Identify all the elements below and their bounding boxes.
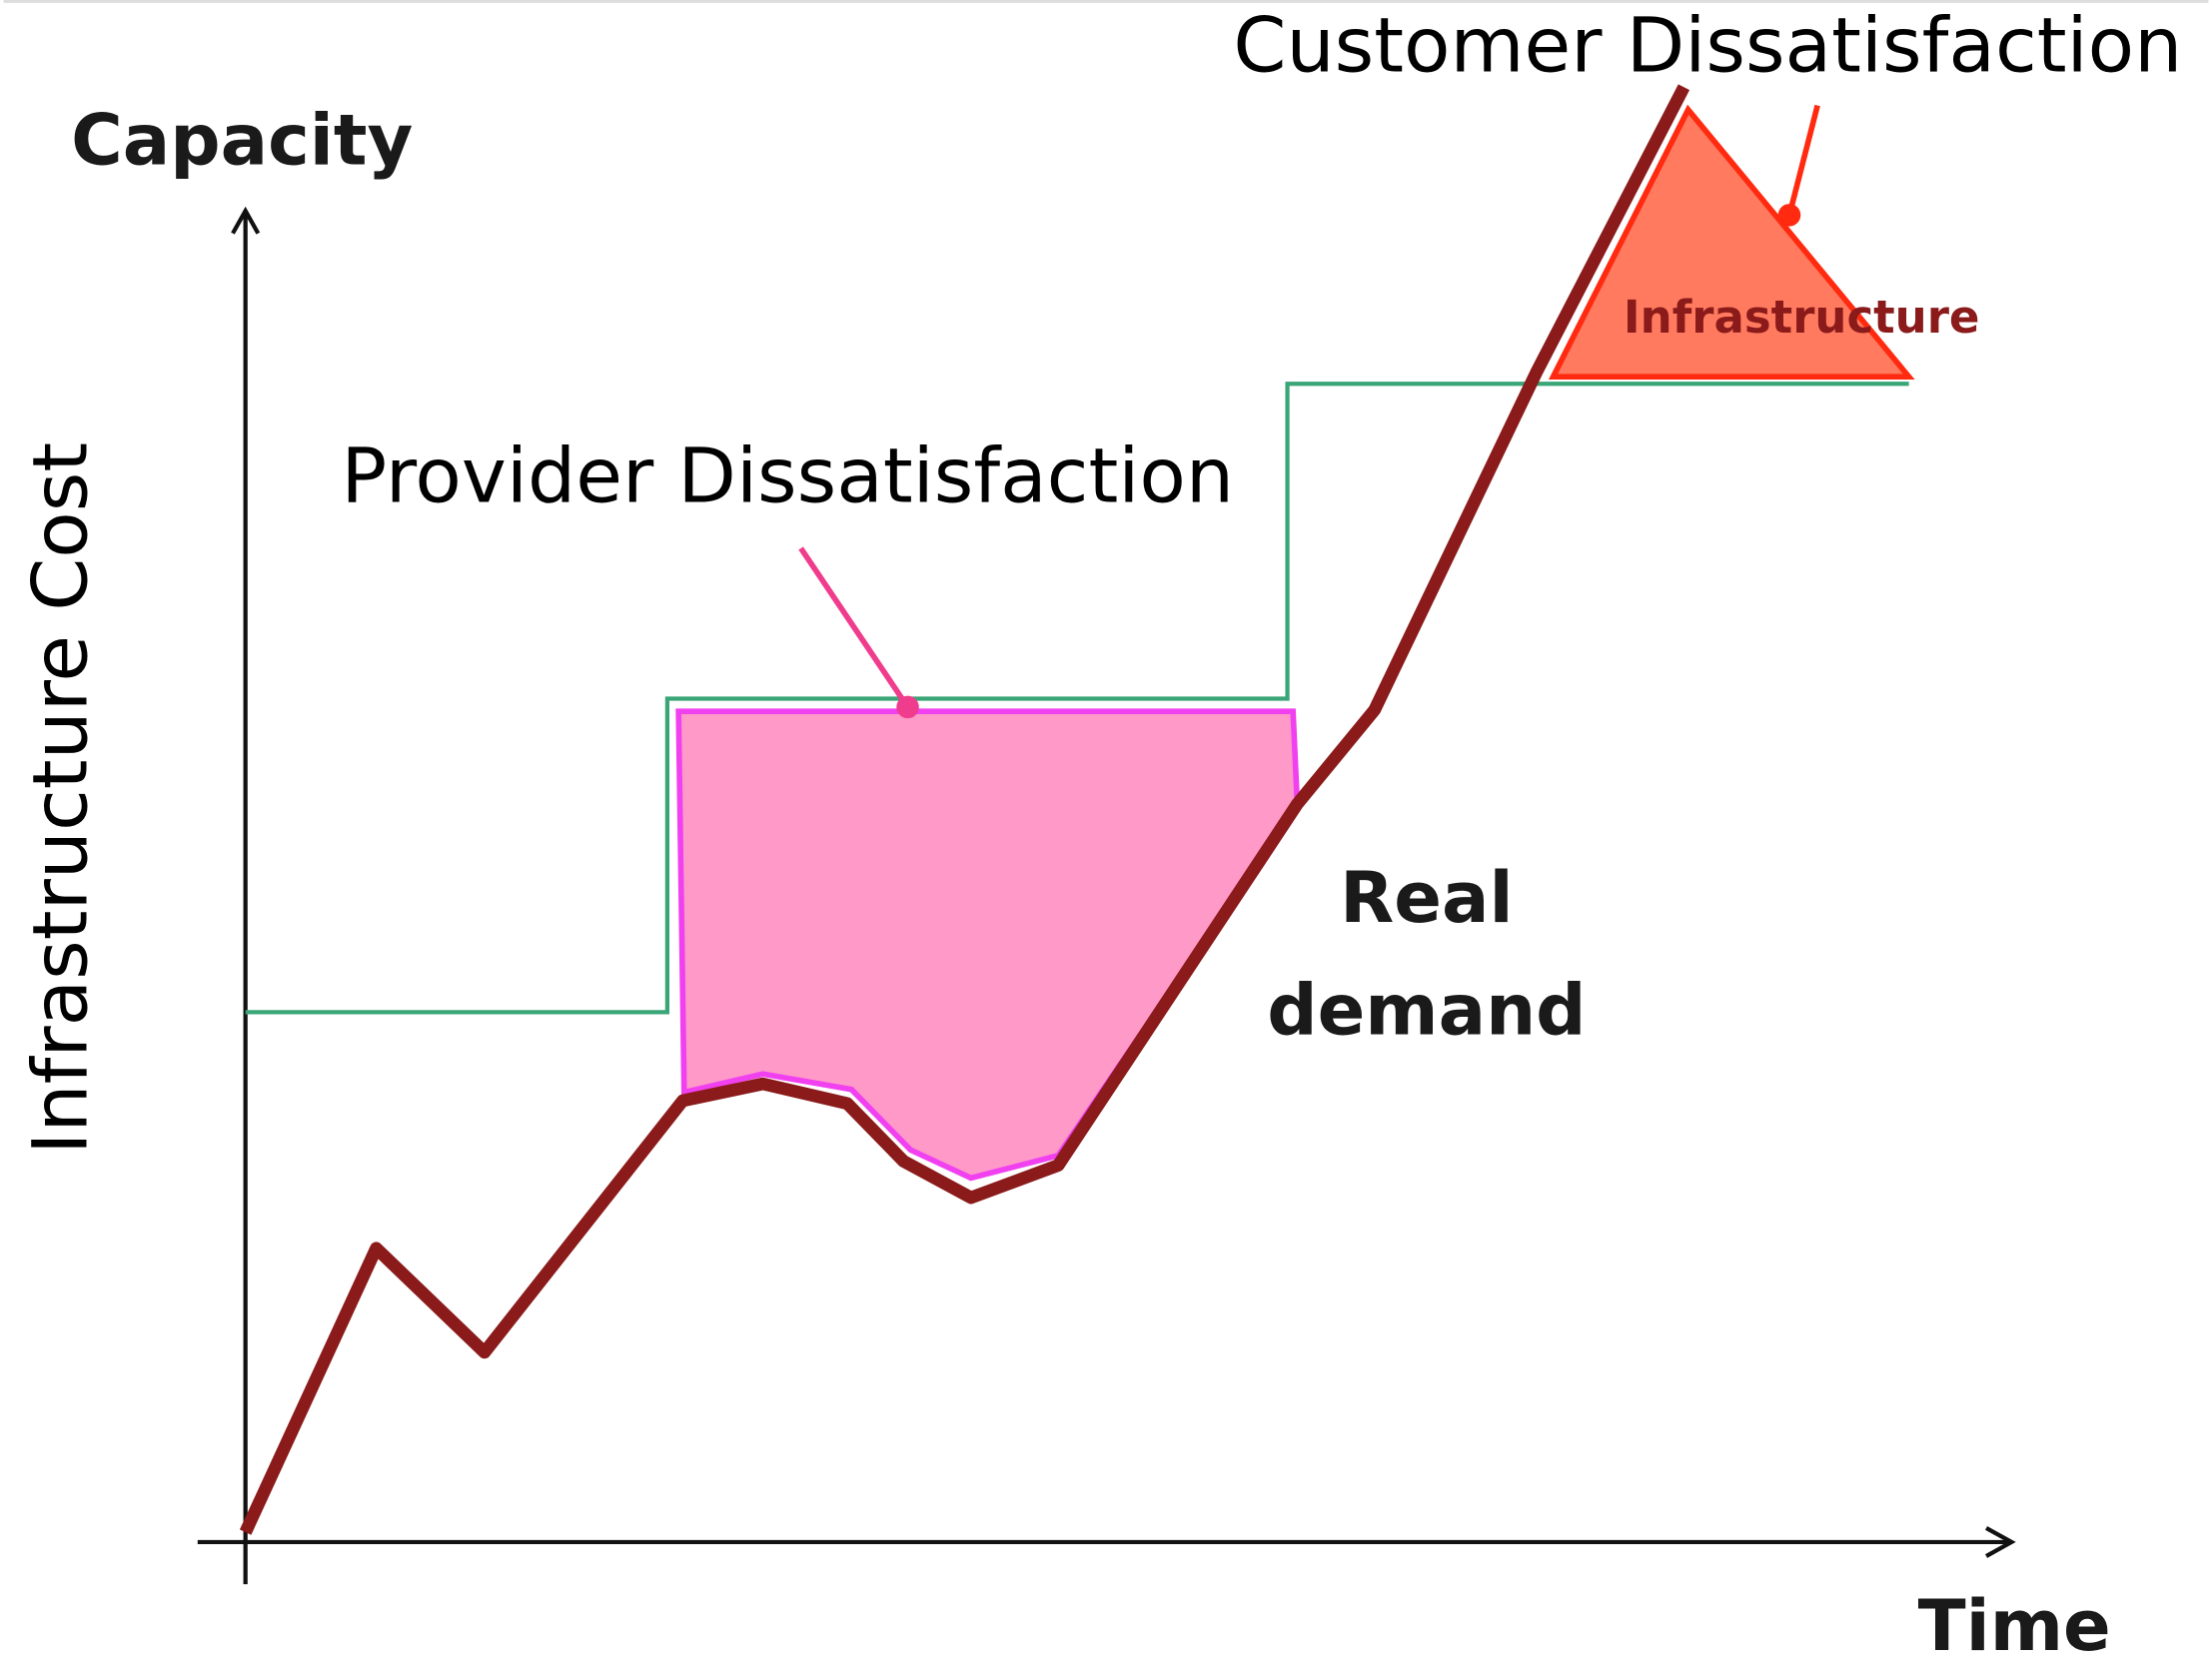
y-axis-title: Capacity (71, 99, 413, 181)
demand-label: demand (1267, 970, 1586, 1052)
customer-dot (1777, 204, 1801, 227)
y-axis-arrow (231, 206, 261, 235)
y-axis-label: Infrastructure Cost (16, 442, 105, 1155)
provider-area (675, 708, 1301, 1182)
provider-label: Provider Dissatisfaction (341, 430, 1234, 519)
customer-label: Customer Dissatisfaction (1233, 1, 2182, 90)
provider-pointer (798, 546, 910, 709)
customer-pointer (1786, 104, 1820, 217)
provider-dot (896, 695, 919, 719)
demand-line (239, 84, 1690, 1535)
infrastructure-label: Infrastructure (1624, 291, 1979, 344)
demand-label: Real (1340, 857, 1514, 939)
x-axis-title: Time (1918, 1585, 2111, 1667)
customer-area (1548, 104, 1915, 380)
capacity-line (245, 382, 1909, 1015)
x-axis-arrow (1985, 1526, 2016, 1558)
